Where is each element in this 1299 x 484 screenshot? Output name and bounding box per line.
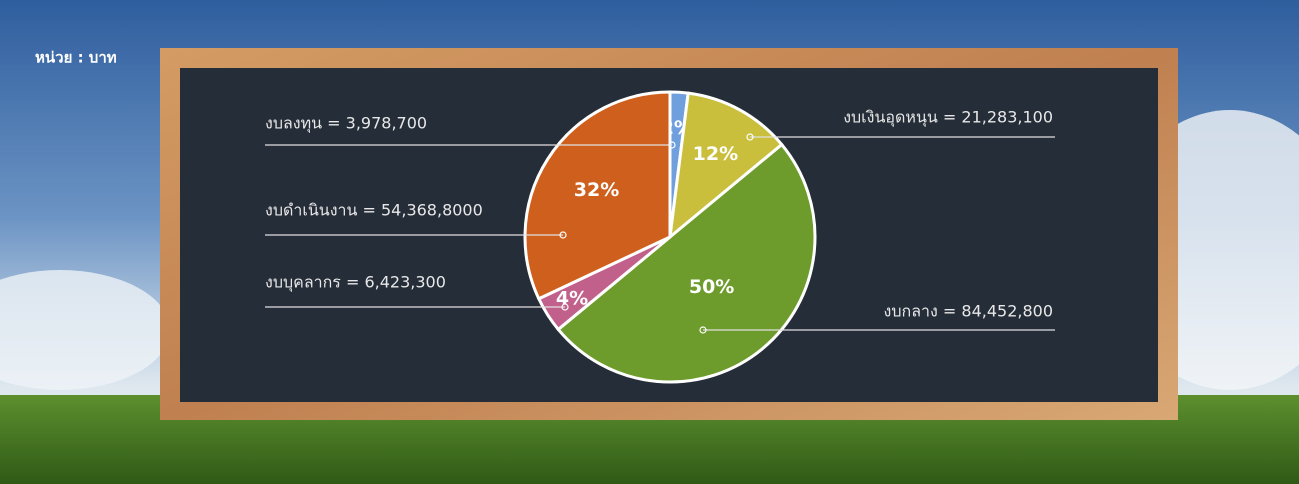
category-label: งบเงินอุดหนุน = 21,283,100 [843, 108, 1053, 128]
percent-label: 12% [693, 143, 738, 165]
category-label: งบกลาง = 84,452,800 [884, 302, 1053, 321]
callout-dot [561, 303, 569, 311]
pie: 2%12%50%4%32% [523, 90, 817, 384]
callout-dot [746, 133, 754, 141]
unit-label: หน่วย : บาท [35, 49, 117, 67]
category-label: งบบุคลากร = 6,423,300 [265, 273, 446, 293]
pie-slice [668, 91, 784, 241]
percent-label: 4% [556, 288, 588, 310]
category-label: งบลงทุน = 3,978,700 [265, 114, 427, 134]
callout-dot [559, 231, 567, 239]
percent-label: 32% [574, 179, 619, 201]
pie-slice [556, 142, 817, 384]
cloud [0, 270, 170, 390]
pie-slice [523, 90, 672, 301]
percent-label: 50% [689, 276, 734, 298]
callout-dot [699, 326, 707, 334]
callout-dot [668, 141, 676, 149]
category-label: งบดำเนินงาน = 54,368,8000 [265, 201, 483, 220]
